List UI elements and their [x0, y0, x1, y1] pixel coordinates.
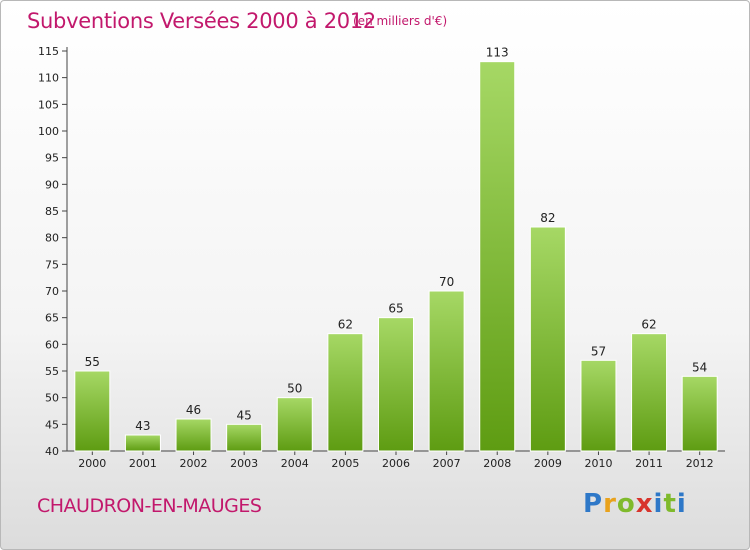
bar-value-label: 113 — [486, 46, 509, 60]
bar-value-label: 62 — [338, 318, 353, 332]
y-tick-label: 85 — [45, 205, 59, 218]
x-tick-label: 2001 — [129, 457, 157, 470]
x-tick-label: 2003 — [230, 457, 258, 470]
y-tick-label: 95 — [45, 152, 59, 165]
bar-value-label: 45 — [237, 408, 252, 422]
bar — [124, 434, 161, 452]
y-tick-label: 80 — [45, 232, 59, 245]
y-tick-label: 75 — [45, 258, 59, 271]
x-tick-label: 2004 — [281, 457, 309, 470]
proxiti-logo: Proxiti — [583, 489, 687, 519]
x-tick-label: 2009 — [534, 457, 562, 470]
bar-value-label: 50 — [287, 382, 302, 396]
bar-value-label: 62 — [641, 318, 656, 332]
bar — [378, 317, 414, 452]
y-tick-label: 100 — [38, 125, 59, 138]
chart-title: Subventions Versées 2000 à 2012 — [27, 9, 376, 33]
bar-value-label: 57 — [591, 344, 606, 358]
y-tick-label: 40 — [45, 445, 59, 458]
x-tick-label: 2006 — [382, 457, 410, 470]
bar — [529, 226, 566, 452]
x-tick-label: 2011 — [635, 457, 663, 470]
bar-value-label: 82 — [540, 211, 555, 225]
y-tick-label: 110 — [38, 72, 59, 85]
bar — [74, 370, 111, 452]
bar — [175, 418, 212, 452]
bar-value-label: 65 — [388, 302, 403, 316]
y-tick-label: 115 — [38, 45, 59, 58]
bar — [479, 61, 516, 452]
bar-value-label: 54 — [692, 360, 707, 374]
bar-value-label: 43 — [135, 419, 150, 433]
x-tick-label: 2000 — [78, 457, 106, 470]
bar — [631, 333, 668, 452]
y-tick-label: 70 — [45, 285, 59, 298]
y-tick-label: 55 — [45, 365, 59, 378]
x-tick-label: 2010 — [584, 457, 612, 470]
y-tick-label: 65 — [45, 312, 59, 325]
chart-unit: (en milliers d'€) — [353, 14, 448, 28]
x-tick-label: 2007 — [433, 457, 461, 470]
y-tick-label: 105 — [38, 98, 59, 111]
commune-name: CHAUDRON-EN-MAUGES — [37, 495, 262, 517]
bar-value-label: 46 — [186, 403, 201, 417]
y-tick-label: 60 — [45, 338, 59, 351]
bar — [580, 359, 617, 452]
x-tick-label: 2002 — [180, 457, 208, 470]
bar-value-label: 70 — [439, 275, 454, 289]
bar — [327, 333, 364, 452]
bar — [276, 397, 313, 452]
x-tick-label: 2008 — [483, 457, 511, 470]
y-tick-label: 50 — [45, 392, 59, 405]
bar — [428, 290, 465, 452]
x-tick-label: 2005 — [331, 457, 359, 470]
bar — [681, 375, 718, 452]
y-tick-label: 90 — [45, 178, 59, 191]
bar-value-label: 55 — [85, 355, 100, 369]
bar — [226, 423, 263, 452]
y-tick-label: 45 — [45, 418, 59, 431]
x-tick-label: 2012 — [686, 457, 714, 470]
